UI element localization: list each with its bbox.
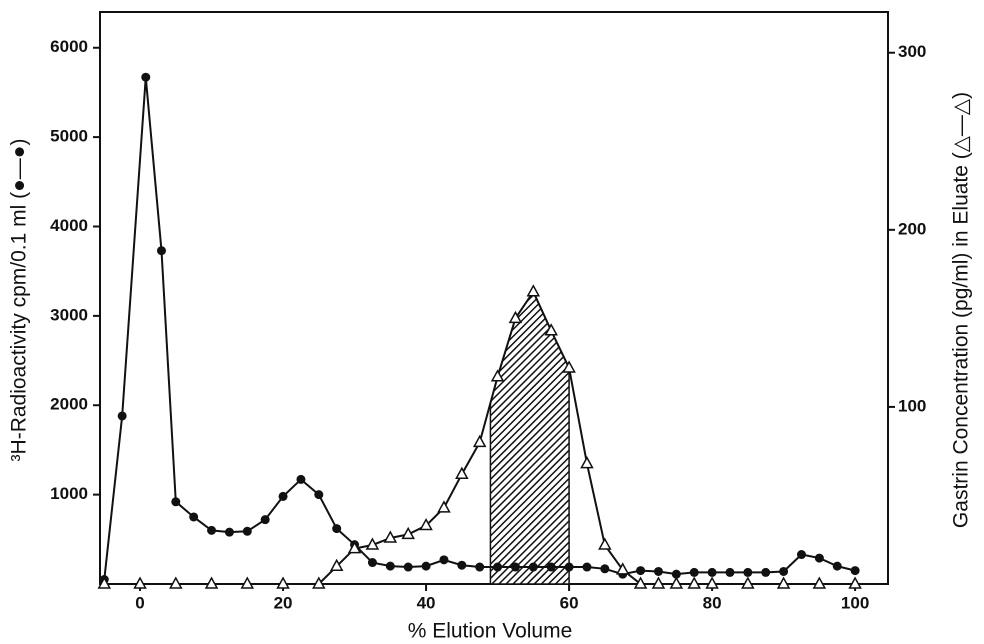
- point: [383, 530, 398, 543]
- point: [615, 562, 630, 575]
- point: [653, 566, 663, 576]
- point: [687, 576, 701, 589]
- point: [490, 369, 505, 382]
- point: [401, 526, 415, 540]
- point: [761, 567, 771, 577]
- point: [457, 560, 467, 570]
- point: [439, 555, 449, 565]
- point: [544, 323, 558, 336]
- point: [743, 567, 753, 577]
- point: [117, 411, 127, 421]
- x-tick-label: 0: [135, 593, 144, 612]
- point: [207, 525, 217, 535]
- point: [403, 562, 413, 572]
- y2-tick-label: 100: [898, 396, 926, 415]
- point: [848, 576, 862, 589]
- point: [347, 541, 362, 554]
- point: [633, 576, 648, 589]
- point: [278, 491, 288, 501]
- point: [850, 566, 860, 576]
- point: [510, 562, 520, 572]
- x-axis-label: % Elution Volume: [408, 620, 573, 643]
- point: [133, 576, 147, 589]
- x-tick-label: 40: [417, 593, 436, 612]
- point: [651, 576, 666, 589]
- point: [97, 576, 112, 589]
- point: [329, 558, 344, 572]
- y-tick-label: 6000: [50, 37, 88, 56]
- point: [189, 512, 199, 522]
- point: [598, 537, 612, 550]
- point: [169, 576, 183, 589]
- point: [367, 558, 377, 568]
- point: [671, 569, 681, 579]
- point: [171, 497, 181, 507]
- x-tick-label: 20: [274, 593, 293, 612]
- point: [455, 466, 469, 479]
- point: [562, 360, 576, 373]
- point: [242, 526, 252, 536]
- point: [796, 550, 806, 560]
- point: [493, 562, 503, 572]
- point: [312, 576, 326, 589]
- point: [779, 566, 789, 576]
- point: [582, 562, 592, 572]
- point: [669, 576, 684, 589]
- point: [385, 561, 395, 571]
- point: [472, 434, 487, 448]
- point: [689, 567, 699, 577]
- y2-tick-label: 300: [898, 42, 926, 61]
- point: [741, 576, 755, 589]
- point: [814, 553, 824, 563]
- y-axis-label: ³H-Radioactivity cpm/0.1 ml (●—●): [8, 139, 31, 462]
- point: [564, 562, 574, 572]
- point: [812, 576, 827, 589]
- point: [526, 284, 541, 297]
- x-tick-label: 100: [841, 593, 869, 612]
- point: [636, 566, 646, 576]
- point: [707, 567, 717, 577]
- point: [260, 515, 270, 525]
- point: [332, 524, 342, 534]
- point: [296, 474, 306, 484]
- point: [528, 562, 538, 572]
- point: [240, 576, 255, 589]
- point: [832, 561, 842, 571]
- point: [365, 537, 380, 550]
- point: [314, 490, 324, 500]
- series-line: [103, 77, 856, 580]
- point: [156, 246, 166, 256]
- point: [224, 527, 234, 537]
- y-tick-label: 5000: [50, 127, 88, 146]
- point: [580, 456, 594, 469]
- x-tick-label: 60: [560, 593, 579, 612]
- y2-axis-label: Gastrin Concentration (pg/ml) in Eluate …: [950, 92, 973, 528]
- y-tick-label: 3000: [50, 305, 88, 324]
- shaded-region: [489, 290, 570, 585]
- y2-tick-label: 200: [898, 219, 926, 238]
- point: [475, 562, 485, 572]
- point: [508, 310, 523, 324]
- y-tick-label: 1000: [50, 484, 88, 503]
- point: [546, 562, 556, 572]
- point: [141, 72, 151, 82]
- y-tick-label: 2000: [50, 395, 88, 414]
- point: [705, 576, 719, 589]
- point: [276, 576, 290, 589]
- point: [419, 518, 433, 531]
- x-tick-label: 80: [703, 593, 722, 612]
- point: [725, 567, 735, 577]
- point: [600, 564, 610, 574]
- point: [437, 500, 451, 513]
- point: [421, 561, 431, 571]
- point: [776, 576, 791, 589]
- point: [204, 576, 219, 589]
- y-tick-label: 4000: [50, 216, 88, 235]
